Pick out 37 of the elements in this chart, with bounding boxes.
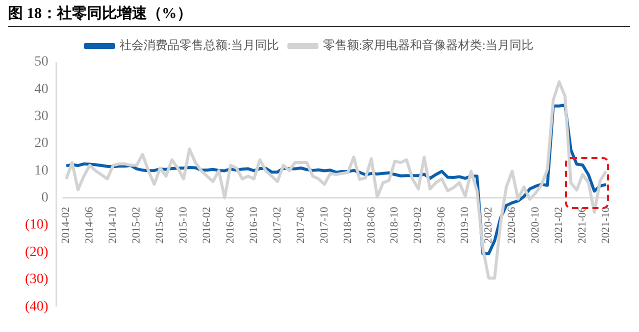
- y-tick-label: 50: [34, 54, 48, 70]
- y-tick-label: 40: [34, 82, 48, 97]
- x-tick-label: 2016-06: [224, 206, 236, 244]
- x-tick-label: 2019-02: [412, 206, 424, 244]
- x-tick-label: 2015-10: [178, 206, 190, 244]
- x-tick-label: 2019-10: [459, 206, 472, 244]
- legend-label: 社会消费品零售总额:当月同比: [120, 38, 279, 52]
- x-tick-label: 2014-02: [60, 206, 72, 244]
- x-tick-label: 2015-02: [130, 206, 143, 244]
- y-tick-label: (40): [24, 299, 49, 314]
- x-tick-label: 2020-02: [482, 206, 495, 244]
- y-tick-label: (10): [24, 218, 49, 233]
- x-tick-label: 2016-02: [200, 206, 213, 244]
- y-tick-label: (30): [24, 272, 49, 288]
- x-tick-label: 2014-10: [107, 206, 120, 244]
- x-tick-label: 2014-06: [84, 206, 96, 244]
- y-tick-label: 10: [34, 163, 48, 178]
- x-tick-label: 2017-06: [294, 206, 307, 244]
- x-tick-label: 2021-02: [553, 206, 566, 244]
- x-tick-label: 2017-02: [271, 206, 284, 244]
- y-tick-label: 30: [34, 109, 48, 124]
- x-tick-label: 2018-10: [388, 206, 401, 244]
- x-tick-label: 2019-06: [436, 206, 448, 244]
- chart-title: 图 18：社零同比增速（%）: [8, 4, 630, 27]
- x-tick-label: 2016-10: [248, 206, 260, 244]
- x-tick-label: 2017-10: [318, 206, 330, 244]
- x-tick-label: 2021-10: [600, 206, 612, 244]
- legend-label: 零售额:家用电器和音像器材类:当月同比: [322, 38, 534, 52]
- x-tick-label: 2018-06: [365, 206, 378, 244]
- x-tick-label: 2018-02: [342, 206, 354, 244]
- x-tick-label: 2020-06: [506, 206, 518, 244]
- x-tick-label: 2015-06: [154, 206, 166, 244]
- y-tick-label: 0: [41, 190, 48, 206]
- x-tick-label: 2021-06: [576, 206, 588, 244]
- y-tick-label: 20: [34, 136, 48, 152]
- x-tick-label: 2020-10: [530, 206, 542, 244]
- y-tick-label: (20): [24, 244, 49, 260]
